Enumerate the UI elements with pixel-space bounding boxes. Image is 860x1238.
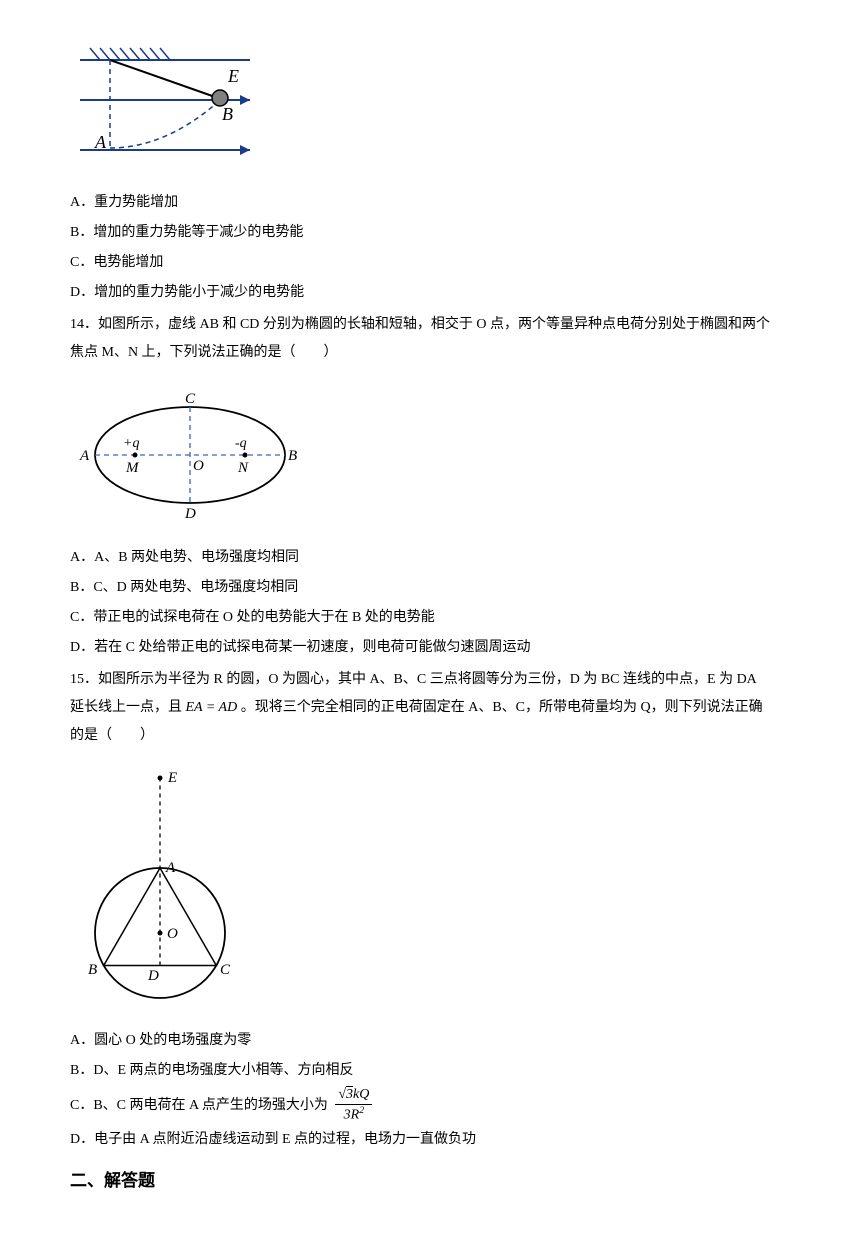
svg-text:+q: +q <box>123 436 139 451</box>
frac-denominator: 3R <box>344 1107 360 1122</box>
svg-text:O: O <box>167 926 178 942</box>
svg-text:B: B <box>88 962 97 978</box>
frac-denominator-sup: 2 <box>359 1105 364 1116</box>
svg-text:E: E <box>167 770 177 786</box>
figure-circle-triangle: E A B C D O <box>70 758 770 1019</box>
svg-text:O: O <box>193 458 204 474</box>
figure-pendulum: E B A <box>70 40 770 181</box>
frac-radicand: 3 <box>346 1087 353 1102</box>
svg-text:E: E <box>227 66 239 86</box>
svg-text:B: B <box>222 104 233 124</box>
q15-option-a: A．圆心 O 处的电场强度为零 <box>70 1027 770 1055</box>
formula-fraction: √3kQ 3R2 <box>335 1087 372 1124</box>
q15-option-d: D．电子由 A 点附近沿虚线运动到 E 点的过程，电场力一直做负功 <box>70 1126 770 1154</box>
q13-option-a: A．重力势能增加 <box>70 189 770 217</box>
svg-text:M: M <box>125 460 140 476</box>
figure-ellipse: A B C D O M N +q -q <box>70 375 770 536</box>
q14-option-d: D．若在 C 处给带正电的试探电荷某一初速度，则电荷可能做匀速圆周运动 <box>70 634 770 662</box>
q15-text: 15．如图所示为半径为 R 的圆，O 为圆心，其中 A、B、C 三点将圆等分为三… <box>70 666 770 750</box>
svg-text:C: C <box>185 391 196 407</box>
q14-option-c: C．带正电的试探电荷在 O 处的电势能大于在 B 处的电势能 <box>70 604 770 632</box>
q15-formula-ea-ad: EA = AD <box>186 700 238 715</box>
q13-option-c: C．电势能增加 <box>70 249 770 277</box>
q13-option-b: B．增加的重力势能等于减少的电势能 <box>70 219 770 247</box>
q15-option-c: C．B、C 两电荷在 A 点产生的场强大小为 √3kQ 3R2 <box>70 1087 770 1124</box>
q14-option-b: B．C、D 两处电势、电场强度均相同 <box>70 574 770 602</box>
svg-text:C: C <box>220 962 231 978</box>
svg-text:B: B <box>288 448 297 464</box>
svg-text:A: A <box>79 448 90 464</box>
q15-option-c-prefix: C．B、C 两电荷在 A 点产生的场强大小为 <box>70 1098 328 1113</box>
svg-text:A: A <box>165 860 176 876</box>
q15-option-b: B．D、E 两点的电场强度大小相等、方向相反 <box>70 1057 770 1085</box>
svg-text:D: D <box>184 506 196 522</box>
q14-option-a: A．A、B 两处电势、电场强度均相同 <box>70 544 770 572</box>
svg-text:N: N <box>237 460 249 476</box>
svg-text:D: D <box>147 968 159 984</box>
q14-text: 14．如图所示，虚线 AB 和 CD 分别为椭圆的长轴和短轴，相交于 O 点，两… <box>70 311 770 367</box>
frac-num-rest: kQ <box>353 1087 369 1102</box>
section-2-header: 二、解答题 <box>70 1164 770 1198</box>
svg-text:-q: -q <box>235 436 247 451</box>
q13-option-d: D．增加的重力势能小于减少的电势能 <box>70 279 770 307</box>
svg-text:A: A <box>94 132 107 152</box>
